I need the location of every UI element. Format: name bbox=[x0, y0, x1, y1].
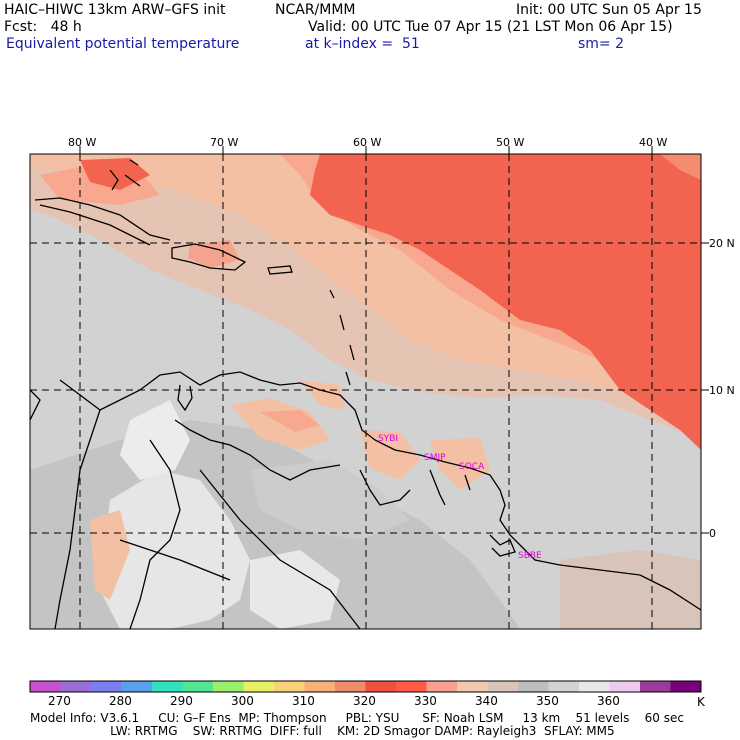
model-title: HAIC–HIWC 13km ARW–GFS init bbox=[4, 2, 226, 18]
colorbar-swatch bbox=[640, 681, 671, 692]
graticule bbox=[30, 154, 701, 629]
colorbar-swatch bbox=[670, 681, 702, 692]
lon-label-80w: 80 W bbox=[68, 136, 96, 149]
model-info-line2: LW: RRTMG SW: RRTMG DIFF: full KM: 2D Sm… bbox=[30, 724, 615, 738]
colorbar-swatch bbox=[426, 681, 458, 692]
lat-label-10n: 10 N bbox=[709, 384, 735, 397]
colorbar-unit: K bbox=[697, 695, 706, 709]
colorbar-swatch bbox=[60, 681, 92, 692]
lat-label-0: 0 bbox=[709, 527, 716, 540]
station-sybi: SYBI bbox=[378, 434, 398, 444]
colorbar bbox=[29, 680, 702, 693]
colorbar-swatch bbox=[487, 681, 519, 692]
center-label: NCAR/MMM bbox=[275, 2, 356, 18]
colorbar-swatch bbox=[213, 681, 244, 692]
lon-label-60w: 60 W bbox=[353, 136, 381, 149]
colorbar-swatch bbox=[182, 681, 214, 692]
cb-label-280: 280 bbox=[109, 694, 132, 708]
colorbar-swatch bbox=[152, 681, 183, 692]
cb-label-350: 350 bbox=[536, 694, 559, 708]
lon-label-40w: 40 W bbox=[639, 136, 667, 149]
colorbar-swatch bbox=[30, 681, 61, 692]
station-soca: SOCA bbox=[459, 462, 485, 472]
lon-label-50w: 50 W bbox=[496, 136, 524, 149]
colorbar-swatch bbox=[548, 681, 580, 692]
cb-label-290: 290 bbox=[170, 694, 193, 708]
lat-label-20n: 20 N bbox=[709, 237, 735, 250]
cb-label-310: 310 bbox=[292, 694, 315, 708]
frame-ticks bbox=[79, 146, 709, 534]
colorbar-swatch bbox=[335, 681, 366, 692]
colorbar-swatch bbox=[121, 681, 153, 692]
cb-label-340: 340 bbox=[475, 694, 498, 708]
colorbar-frame bbox=[29, 680, 702, 693]
axis-labels: 80 W 70 W 60 W 50 W 40 W 20 N 10 N 0 bbox=[68, 136, 735, 540]
cb-label-330: 330 bbox=[414, 694, 437, 708]
init-time: Init: 00 UTC Sun 05 Apr 15 bbox=[516, 2, 702, 18]
station-sbbe: SBBE bbox=[518, 551, 542, 561]
colorbar-swatch bbox=[304, 681, 336, 692]
cb-label-320: 320 bbox=[353, 694, 376, 708]
colorbar-swatch bbox=[457, 681, 488, 692]
colorbar-swatch bbox=[365, 681, 397, 692]
theta-e-field bbox=[30, 154, 701, 629]
model-info-line1: Model Info: V3.6.1 CU: G–F Ens MP: Thomp… bbox=[30, 711, 684, 725]
forecast-hour: Fcst: 48 h bbox=[4, 19, 82, 35]
smoothing-label: sm= 2 bbox=[578, 36, 625, 52]
cb-label-270: 270 bbox=[48, 694, 71, 708]
colorbar-swatch bbox=[609, 681, 641, 692]
colorbar-swatch bbox=[579, 681, 610, 692]
colorbar-swatch bbox=[518, 681, 549, 692]
cb-label-360: 360 bbox=[597, 694, 620, 708]
lon-label-70w: 70 W bbox=[210, 136, 238, 149]
stations: SYBI SMJP SOCA SBBE bbox=[378, 434, 542, 561]
colorbar-swatch bbox=[243, 681, 275, 692]
colorbar-swatch bbox=[396, 681, 427, 692]
coastlines bbox=[30, 159, 701, 629]
valid-time: Valid: 00 UTC Tue 07 Apr 15 (21 LST Mon … bbox=[308, 19, 673, 35]
station-smjp: SMJP bbox=[424, 453, 446, 463]
cb-label-300: 300 bbox=[231, 694, 254, 708]
colorbar-swatch bbox=[91, 681, 122, 692]
field-name: Equivalent potential temperature bbox=[6, 36, 240, 52]
colorbar-swatch bbox=[274, 681, 305, 692]
level-label: at k–index = 51 bbox=[305, 36, 420, 52]
